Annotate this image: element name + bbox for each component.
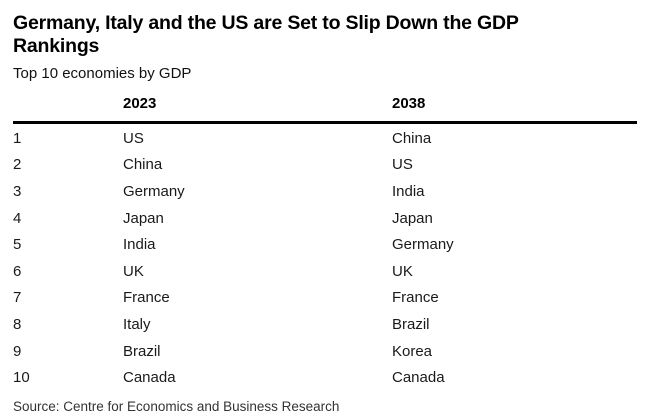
rank-cell: 2 bbox=[13, 156, 22, 174]
economy-2023-cell: Canada bbox=[123, 369, 176, 387]
rank-cell: 9 bbox=[13, 342, 22, 360]
column-header-2038: 2038 bbox=[392, 95, 426, 112]
table-body: 1 US China 2 China US 3 Germany India 4 … bbox=[13, 124, 637, 391]
table-row: 6 UK UK bbox=[13, 258, 637, 285]
table-row: 1 US China bbox=[13, 125, 637, 152]
economy-2038-cell: China bbox=[392, 129, 432, 147]
economy-2038-cell: US bbox=[392, 156, 413, 174]
table-row: 3 Germany India bbox=[13, 178, 637, 205]
economy-2023-cell: Japan bbox=[123, 209, 164, 227]
economy-2038-cell: France bbox=[392, 289, 439, 307]
economy-2023-cell: France bbox=[123, 289, 170, 307]
table-row: 2 China US bbox=[13, 152, 637, 179]
rank-cell: 3 bbox=[13, 182, 22, 200]
economy-2023-cell: Brazil bbox=[123, 342, 161, 360]
column-header-2023: 2023 bbox=[123, 95, 157, 112]
table-row: 5 India Germany bbox=[13, 231, 637, 258]
economy-2038-cell: Brazil bbox=[392, 315, 430, 333]
economy-2038-cell: Japan bbox=[392, 209, 433, 227]
table-row: 8 Italy Brazil bbox=[13, 311, 637, 338]
economy-2023-cell: UK bbox=[123, 262, 144, 280]
rank-cell: 7 bbox=[13, 289, 22, 307]
economy-2023-cell: China bbox=[123, 156, 163, 174]
rank-cell: 8 bbox=[13, 315, 22, 333]
economy-2023-cell: Germany bbox=[123, 182, 185, 200]
economy-2038-cell: Korea bbox=[392, 342, 433, 360]
economy-2023-cell: India bbox=[123, 236, 156, 254]
economy-2038-cell: UK bbox=[392, 262, 413, 280]
rank-cell: 10 bbox=[13, 369, 30, 387]
table-row: 10 Canada Canada bbox=[13, 364, 637, 391]
chart-subtitle: Top 10 economies by GDP bbox=[13, 65, 192, 82]
economy-2038-cell: Canada bbox=[392, 369, 445, 387]
chart-title-line1: Germany, Italy and the US are Set to Sli… bbox=[13, 12, 519, 34]
economy-2038-cell: India bbox=[392, 182, 425, 200]
source-note: Source: Centre for Economics and Busines… bbox=[13, 398, 340, 414]
table-row: 7 France France bbox=[13, 285, 637, 312]
chart-title-line2: Rankings bbox=[13, 35, 100, 57]
economy-2023-cell: Italy bbox=[123, 315, 151, 333]
chart-title: Germany, Italy and the US are Set to Sli… bbox=[13, 12, 637, 58]
rank-cell: 5 bbox=[13, 236, 22, 254]
table-row: 9 Brazil Korea bbox=[13, 338, 637, 365]
rank-cell: 6 bbox=[13, 262, 22, 280]
rank-cell: 1 bbox=[13, 129, 22, 147]
table-header-row: 2023 2038 bbox=[13, 95, 637, 124]
table-row: 4 Japan Japan bbox=[13, 205, 637, 232]
rank-cell: 4 bbox=[13, 209, 22, 227]
gdp-rankings-table: 2023 2038 1 US China 2 China US 3 German… bbox=[13, 95, 637, 391]
economy-2023-cell: US bbox=[123, 129, 144, 147]
economy-2038-cell: Germany bbox=[392, 236, 454, 254]
